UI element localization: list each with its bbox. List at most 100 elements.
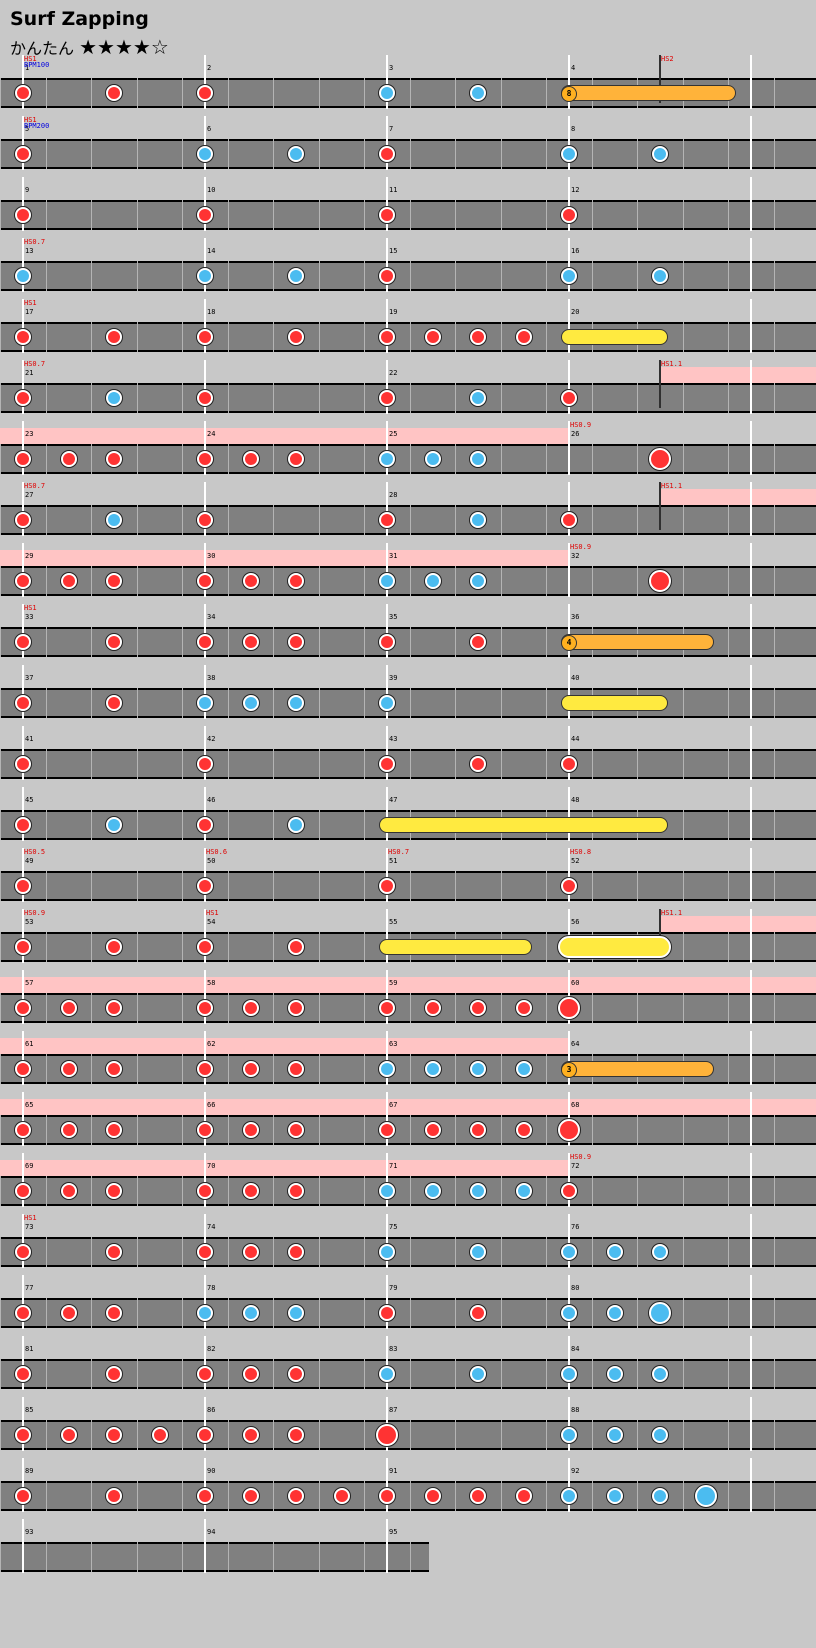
beat-line xyxy=(455,1481,456,1511)
beat-line xyxy=(228,1237,229,1267)
balloon-roll xyxy=(561,85,737,101)
don-note xyxy=(106,1000,122,1016)
bar-line xyxy=(204,238,206,292)
bar-line xyxy=(386,543,388,597)
don-note xyxy=(106,1305,122,1321)
bar-line xyxy=(568,1153,570,1207)
beat-line xyxy=(46,444,47,474)
measure-number: 55 xyxy=(389,918,398,926)
beat-line xyxy=(455,383,456,413)
bar-line xyxy=(204,482,206,536)
beat-line xyxy=(273,1359,274,1389)
bar-line xyxy=(568,1031,570,1085)
beat-line xyxy=(0,200,1,230)
beat-line xyxy=(728,688,729,718)
beat-line xyxy=(228,566,229,596)
don-note xyxy=(242,451,259,467)
beat-line xyxy=(364,566,365,596)
beat-line xyxy=(728,932,729,962)
beat-line xyxy=(774,871,775,901)
beat-line xyxy=(410,78,411,108)
beat-line xyxy=(319,871,320,901)
don-note xyxy=(197,939,213,955)
beat-line xyxy=(0,749,1,779)
measure-number: 60 xyxy=(571,979,580,987)
beat-line xyxy=(455,505,456,535)
beat-line xyxy=(410,200,411,230)
measure-number: 10 xyxy=(207,186,216,194)
bar-line xyxy=(750,1458,752,1512)
don-note xyxy=(197,573,213,589)
beat-line xyxy=(228,1359,229,1389)
beat-line xyxy=(546,1115,547,1145)
ka-note xyxy=(561,1244,577,1260)
ka-note xyxy=(515,1061,532,1077)
note-lane xyxy=(0,1542,429,1572)
beat-line xyxy=(273,749,274,779)
beat-line xyxy=(637,261,638,291)
beat-line xyxy=(728,444,729,474)
note-lane xyxy=(0,566,816,596)
don-note xyxy=(15,329,31,345)
measure-number: 61 xyxy=(25,1040,34,1048)
big-don-note xyxy=(376,1424,398,1446)
don-note xyxy=(15,207,31,223)
beat-line xyxy=(228,1420,229,1450)
beat-line xyxy=(319,505,320,535)
chart-row: 81 82 83 84 xyxy=(0,1336,816,1402)
beat-line xyxy=(46,139,47,169)
measure-number: 78 xyxy=(207,1284,216,1292)
don-note xyxy=(197,85,213,101)
bar-line xyxy=(204,299,206,353)
bar-line xyxy=(386,116,388,170)
don-note xyxy=(470,1305,486,1321)
beat-line xyxy=(182,200,183,230)
don-note xyxy=(288,1183,304,1199)
beat-line xyxy=(46,383,47,413)
beat-line xyxy=(728,261,729,291)
beat-line xyxy=(46,1481,47,1511)
beat-line xyxy=(774,1237,775,1267)
beat-line xyxy=(91,505,92,535)
measure-number: 64 xyxy=(571,1040,580,1048)
note-lane xyxy=(0,1298,816,1328)
don-note xyxy=(15,695,31,711)
beat-line xyxy=(228,810,229,840)
measure-number: 70 xyxy=(207,1162,216,1170)
measure-number: 32 xyxy=(571,552,580,560)
don-note xyxy=(197,329,213,345)
ka-note xyxy=(197,695,213,711)
beat-line xyxy=(364,627,365,657)
beat-line xyxy=(91,688,92,718)
don-note xyxy=(561,756,577,772)
beat-line xyxy=(137,871,138,901)
beat-line xyxy=(137,566,138,596)
bar-line xyxy=(22,482,24,536)
bar-line xyxy=(750,116,752,170)
beat-line xyxy=(273,688,274,718)
bar-line xyxy=(568,1336,570,1390)
measure-number: 20 xyxy=(571,308,580,316)
bar-line xyxy=(386,482,388,536)
don-note xyxy=(242,1122,259,1138)
beat-line xyxy=(501,1481,502,1511)
beat-line xyxy=(592,1420,593,1450)
beat-line xyxy=(228,1481,229,1511)
chart-row: 29 30 31 32 HS0.9 xyxy=(0,543,816,609)
measure-number: 51 xyxy=(389,857,398,865)
chart-row: 5 6 7 8 HS1 BPM200 xyxy=(0,116,816,182)
bar-line xyxy=(568,1397,570,1451)
measure-number: 28 xyxy=(389,491,398,499)
beat-line xyxy=(546,261,547,291)
don-note xyxy=(288,1061,304,1077)
beat-line xyxy=(501,1176,502,1206)
measure-number: 6 xyxy=(207,125,212,133)
beat-line xyxy=(683,1420,684,1450)
note-lane xyxy=(0,505,816,535)
beat-line xyxy=(182,871,183,901)
bar-line xyxy=(568,665,570,719)
beat-line xyxy=(546,1298,547,1328)
don-note xyxy=(15,1000,31,1016)
don-note xyxy=(15,1366,31,1382)
beat-line xyxy=(455,322,456,352)
